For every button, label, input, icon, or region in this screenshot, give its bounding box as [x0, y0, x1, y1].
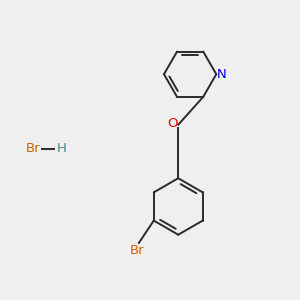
Text: Br: Br — [26, 142, 40, 155]
Text: O: O — [168, 117, 178, 130]
Text: Br: Br — [130, 244, 145, 257]
Text: N: N — [217, 68, 226, 81]
Text: H: H — [57, 142, 67, 155]
